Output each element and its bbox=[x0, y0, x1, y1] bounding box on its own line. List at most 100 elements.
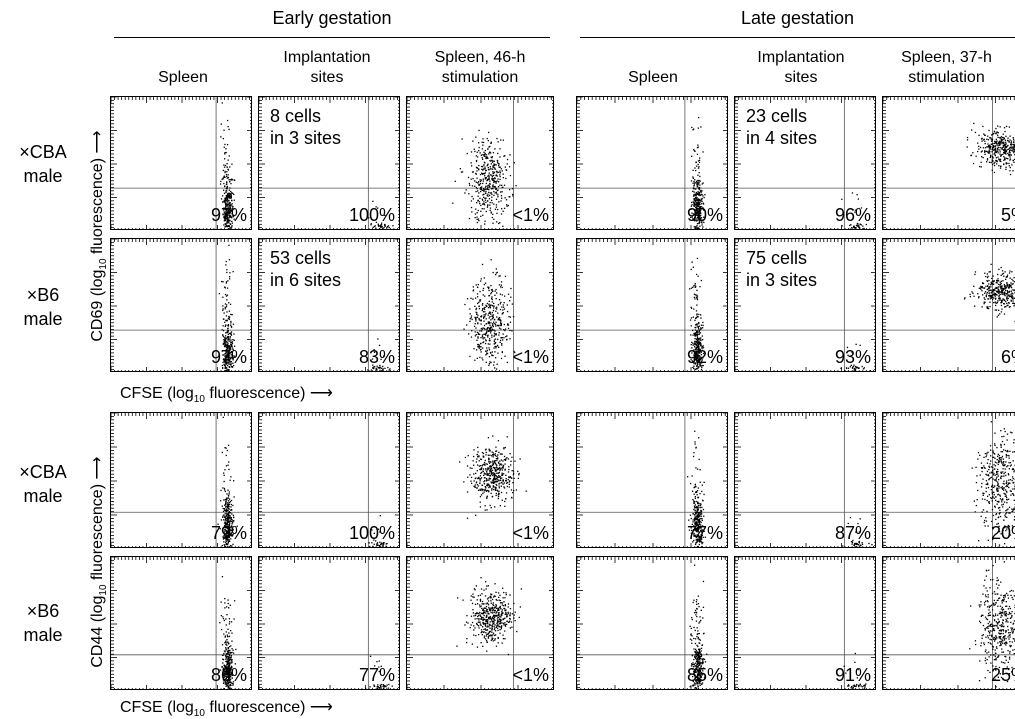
cell-events bbox=[963, 263, 1015, 323]
facs-panel-r3-c4: 77% bbox=[576, 412, 728, 548]
scatter-plot bbox=[407, 97, 553, 229]
y-axis-title-cd44: CD44 (log10 fluorescence) ⟶ bbox=[87, 432, 109, 692]
x-axis-bottom-arrow: ⟶ bbox=[305, 699, 333, 716]
x-axis-title-top: CFSE (log10 fluorescence) ⟶ bbox=[120, 383, 333, 405]
scatter-plot bbox=[735, 413, 875, 547]
axis-ticks bbox=[883, 557, 1015, 689]
scatter-plot bbox=[111, 413, 251, 547]
axis-ticks bbox=[259, 557, 399, 689]
percentage-label: 96% bbox=[834, 205, 871, 225]
axis-ticks bbox=[883, 413, 1015, 547]
facs-panel-r2-c4: 92% bbox=[576, 238, 728, 372]
facs-panel-r3-c3: <1% bbox=[406, 412, 554, 548]
percentage-label: 97% bbox=[210, 205, 247, 225]
x-axis-top-post: fluorescence) bbox=[204, 385, 306, 402]
facs-panel-r2-c6: 6% bbox=[882, 238, 1015, 372]
percentage-label: 87% bbox=[834, 523, 871, 543]
scatter-plot bbox=[259, 239, 399, 371]
col-header-late-stimulation: Spleen, 37-h stimulation bbox=[901, 49, 992, 86]
cell-events bbox=[220, 102, 236, 229]
scatter-plot bbox=[735, 97, 875, 229]
axis-ticks bbox=[407, 239, 553, 371]
cell-events bbox=[689, 564, 708, 689]
cell-events bbox=[690, 116, 706, 229]
facs-panel-r4-c4: 85% bbox=[576, 556, 728, 690]
axis-ticks bbox=[407, 413, 553, 547]
cell-count-note: 53 cells in 6 sites bbox=[270, 248, 342, 290]
row-label-1: ×CBA male bbox=[19, 142, 67, 186]
cell-events bbox=[459, 435, 527, 519]
facs-panel-r1-c4: 90% bbox=[576, 96, 728, 230]
percentage-label: 91% bbox=[834, 665, 871, 685]
y-axis-cd44-post: fluorescence) bbox=[88, 483, 106, 585]
scatter-plot bbox=[259, 557, 399, 689]
facs-panel-r2-c3: <1% bbox=[406, 238, 554, 372]
cell-events bbox=[452, 129, 517, 227]
facs-panel-r2-c5: 75 cells in 3 sites 93% bbox=[734, 238, 876, 372]
percentage-label: 83% bbox=[358, 347, 395, 367]
scatter-plot bbox=[259, 97, 399, 229]
axis-ticks bbox=[111, 97, 251, 229]
group-rule-early bbox=[114, 37, 550, 38]
cell-events bbox=[463, 259, 516, 370]
axis-ticks bbox=[735, 557, 875, 689]
axis-ticks bbox=[883, 239, 1015, 371]
cell-events bbox=[456, 577, 522, 656]
y-axis-cd69-sub: 10 bbox=[98, 258, 110, 270]
col-header-early-implantation: Implantation sites bbox=[283, 49, 371, 86]
y-axis-cd44-arrow: ⟶ bbox=[88, 456, 106, 484]
percentage-label: 86% bbox=[210, 665, 247, 685]
axis-ticks bbox=[259, 239, 399, 371]
scatter-plot bbox=[577, 413, 727, 547]
axis-ticks bbox=[735, 97, 875, 229]
facs-panel-r2-c1: 97% bbox=[110, 238, 252, 372]
axis-ticks bbox=[883, 97, 1015, 229]
percentage-label: <1% bbox=[512, 347, 549, 367]
y-axis-cd69-post: fluorescence) bbox=[88, 157, 106, 259]
percentage-label: 5% bbox=[1000, 205, 1015, 225]
cell-events bbox=[368, 200, 394, 229]
axis-ticks bbox=[577, 239, 727, 371]
scatter-plot bbox=[577, 97, 727, 229]
x-axis-title-bottom: CFSE (log10 fluorescence) ⟶ bbox=[120, 697, 333, 719]
percentage-label: 25% bbox=[990, 665, 1015, 685]
row-label-3: ×CBA male bbox=[19, 462, 67, 506]
axis-ticks bbox=[577, 97, 727, 229]
scatter-plot bbox=[883, 557, 1015, 689]
scatter-plot bbox=[735, 239, 875, 371]
cell-events bbox=[218, 244, 236, 371]
axis-ticks bbox=[259, 97, 399, 229]
cell-events bbox=[368, 515, 388, 547]
facs-panel-r4-c5: 91% bbox=[734, 556, 876, 690]
y-axis-title-cd69: CD69 (log10 fluorescence) ⟶ bbox=[87, 106, 109, 366]
cell-events bbox=[687, 430, 706, 547]
percentage-label: 93% bbox=[834, 347, 871, 367]
scatter-plot bbox=[259, 413, 399, 547]
facs-panel-r1-c3: <1% bbox=[406, 96, 554, 230]
cell-events bbox=[217, 416, 238, 547]
percentage-label: 85% bbox=[686, 665, 723, 685]
cell-count-note: 75 cells in 3 sites bbox=[746, 248, 818, 290]
col-header-late-spleen: Spleen bbox=[628, 69, 678, 86]
cell-events bbox=[219, 576, 237, 689]
axis-ticks bbox=[407, 97, 553, 229]
facs-panel-r4-c6: 25% bbox=[882, 556, 1015, 690]
percentage-label: <1% bbox=[512, 523, 549, 543]
scatter-plot bbox=[577, 239, 727, 371]
y-axis-cd69-pre: CD69 (log bbox=[88, 269, 106, 342]
percentage-label: 77% bbox=[358, 665, 395, 685]
facs-panel-r2-c2: 53 cells in 6 sites 83% bbox=[258, 238, 400, 372]
cell-events bbox=[840, 343, 872, 371]
cell-count-note: 8 cells in 3 sites bbox=[270, 106, 342, 148]
cell-events bbox=[689, 257, 705, 371]
cell-events bbox=[966, 122, 1015, 176]
cell-events bbox=[365, 655, 393, 689]
percentage-label: <1% bbox=[512, 205, 549, 225]
group-title-early: Early gestation bbox=[272, 8, 392, 28]
percentage-label: 77% bbox=[686, 523, 723, 543]
facs-panel-r3-c1: 79% bbox=[110, 412, 252, 548]
percentage-label: 20% bbox=[990, 523, 1015, 543]
scatter-plot bbox=[735, 557, 875, 689]
facs-panel-r1-c5: 23 cells in 4 sites 96% bbox=[734, 96, 876, 230]
y-axis-cd44-pre: CD44 (log bbox=[88, 595, 106, 668]
